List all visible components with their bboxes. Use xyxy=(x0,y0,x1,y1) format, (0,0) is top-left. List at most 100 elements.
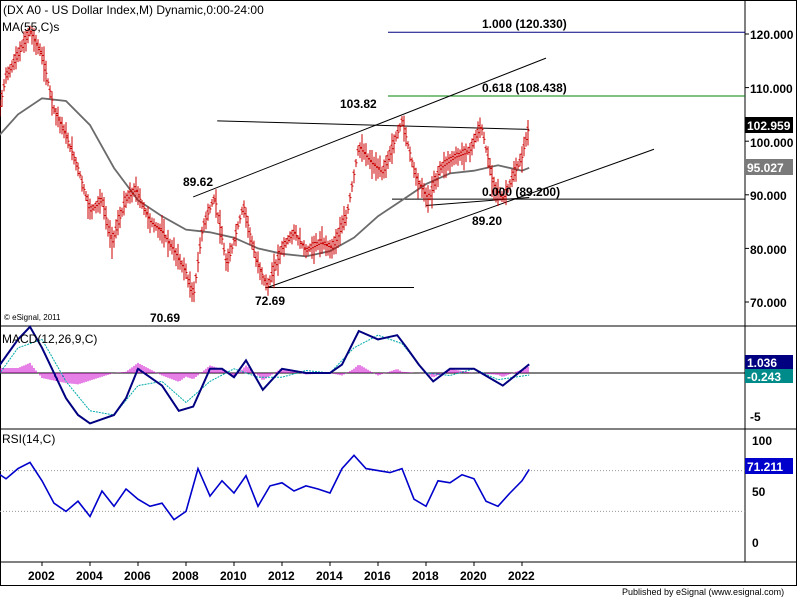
price-bar xyxy=(50,91,54,116)
macd-value: 1.036 xyxy=(747,356,777,370)
price-bar xyxy=(276,244,280,276)
price-bar xyxy=(40,46,44,65)
price-bar xyxy=(406,141,410,150)
price-bar xyxy=(134,176,138,202)
price-bar xyxy=(396,124,400,139)
macd-value-tag xyxy=(745,355,793,369)
price-bar xyxy=(234,223,238,247)
price-bar xyxy=(262,274,266,286)
ma-value: 95.027 xyxy=(747,161,784,175)
price-bar xyxy=(522,136,526,157)
price-bar xyxy=(196,251,200,273)
price-bar xyxy=(256,251,260,274)
price-bar xyxy=(346,204,350,214)
price-bar xyxy=(478,117,482,139)
rsi-label: RSI(14,C) xyxy=(2,432,55,446)
footer-published: Published by eSignal (www.esignal.com) xyxy=(622,587,784,597)
price-bar xyxy=(204,211,208,230)
price-bar xyxy=(370,149,374,180)
price-bar xyxy=(48,85,52,99)
price-bar xyxy=(518,153,522,167)
price-bar xyxy=(462,146,466,171)
price-bar xyxy=(146,206,150,229)
price-bar xyxy=(216,212,220,224)
macd-signal-value: -0.243 xyxy=(747,370,781,384)
price-bar xyxy=(186,274,190,288)
price-bar xyxy=(476,121,480,142)
ma-line xyxy=(0,97,530,258)
price-bar xyxy=(438,161,442,176)
price-bar xyxy=(340,215,344,234)
price-bar xyxy=(278,246,282,265)
price-bar xyxy=(6,66,10,81)
price-bar xyxy=(28,25,32,37)
price-bar xyxy=(176,243,180,270)
price-bar xyxy=(58,116,62,134)
price-bar xyxy=(482,131,486,145)
price-bar xyxy=(102,196,106,220)
price-bar xyxy=(516,161,520,170)
price-tick-70: 70.000 xyxy=(750,296,787,310)
price-bar xyxy=(526,119,530,146)
price-bar xyxy=(350,181,354,192)
price-bar xyxy=(34,34,38,55)
price-bar xyxy=(8,64,12,78)
price-bar xyxy=(508,179,512,191)
price-bar xyxy=(188,271,192,298)
price-bar xyxy=(456,148,460,166)
price-bar xyxy=(326,240,330,256)
rsi-tick-0: 0 xyxy=(752,536,759,550)
price-bar xyxy=(378,155,382,178)
price-bar xyxy=(302,240,306,256)
rsi-value: 71.211 xyxy=(747,460,783,474)
price-bar xyxy=(252,240,256,258)
price-bar xyxy=(320,226,324,254)
price-bar xyxy=(166,229,170,258)
price-bar xyxy=(192,281,196,303)
current-price-tag xyxy=(745,117,793,133)
price-bar xyxy=(464,143,468,163)
price-bar xyxy=(66,132,70,149)
price-bar xyxy=(162,219,166,248)
price-bar xyxy=(148,213,152,234)
trend-line-3 xyxy=(425,196,530,207)
price-bar xyxy=(402,115,406,142)
price-bar xyxy=(306,245,310,256)
price-bar xyxy=(68,143,72,152)
x-label-2018: 2018 xyxy=(412,569,439,583)
price-bar xyxy=(116,209,120,236)
price-bar xyxy=(392,134,396,154)
price-bar xyxy=(314,233,318,252)
price-bar xyxy=(344,209,348,226)
price-bar xyxy=(238,214,242,224)
price-bar xyxy=(298,227,302,249)
price-bar xyxy=(280,240,284,255)
price-bar xyxy=(94,201,98,214)
price-bar xyxy=(322,237,326,250)
price-bar xyxy=(52,105,56,114)
price-bar xyxy=(228,242,232,262)
price-bar xyxy=(210,198,214,207)
price-bar xyxy=(222,242,226,256)
price-bar xyxy=(328,239,332,259)
price-bar xyxy=(246,215,250,238)
price-bar xyxy=(218,209,222,244)
trend-line-2 xyxy=(217,120,530,130)
price-bar xyxy=(100,192,104,207)
price-bar xyxy=(110,226,114,260)
current-price-value: 102.959 xyxy=(747,119,791,133)
price-bar xyxy=(224,253,228,271)
price-bar xyxy=(190,282,194,302)
price-bar xyxy=(158,223,162,241)
x-label-2008: 2008 xyxy=(172,569,199,583)
price-bar xyxy=(290,229,294,245)
price-bar xyxy=(16,47,20,63)
price-bar xyxy=(98,188,102,214)
price-bar xyxy=(506,183,510,193)
price-bar xyxy=(452,151,456,166)
price-bar xyxy=(122,190,126,216)
price-bar xyxy=(220,226,224,245)
price-bar xyxy=(430,176,434,209)
price-bar xyxy=(72,151,76,165)
price-bar xyxy=(470,138,474,156)
